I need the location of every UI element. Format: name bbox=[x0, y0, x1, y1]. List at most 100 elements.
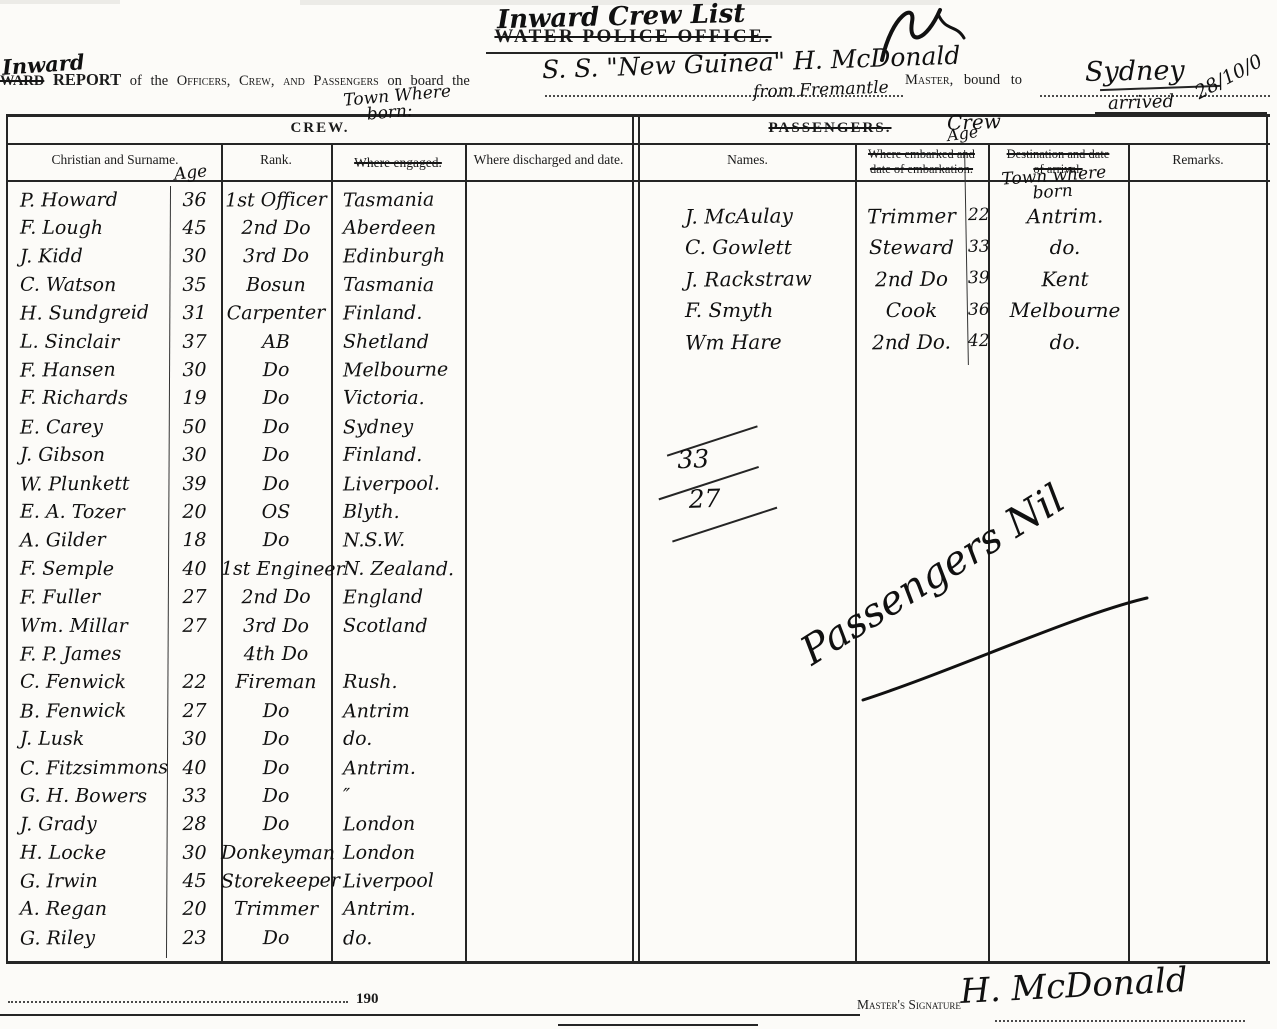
crew-name: F. Fuller bbox=[19, 586, 101, 609]
crew-rank: AB bbox=[262, 330, 290, 353]
crew-row: F. Richards 19 Do Victoria. bbox=[8, 385, 635, 413]
crew-row: H. Locke 30 Donkeyman London bbox=[8, 839, 635, 867]
office-title: WATER POLICE OFFICE. bbox=[494, 26, 772, 47]
pass-rule-embarked bbox=[855, 143, 857, 963]
crew-rank: Fireman bbox=[235, 671, 317, 694]
crew-name: C. Fitzsimmons bbox=[19, 755, 169, 780]
crew-row: F. P. James 4th Do bbox=[8, 640, 635, 668]
crew-birthplace: N. Zealand. bbox=[342, 557, 455, 581]
crew-row: J. Lusk 30 Do do. bbox=[8, 725, 635, 753]
crew-birthplace: Edinburgh bbox=[342, 245, 446, 268]
passenger-row: J. Rackstraw 2nd Do 39 Kent bbox=[640, 263, 1268, 295]
crew-name: F. Lough bbox=[19, 216, 104, 240]
crew-name: J. Lusk bbox=[19, 727, 85, 751]
pass-col-embarked-line2: date of embarkation. bbox=[869, 161, 974, 176]
crew-birthplace: N.S.W. bbox=[342, 529, 406, 552]
crew-rank: 4th Do bbox=[243, 642, 309, 666]
crew-rank: Do bbox=[262, 756, 290, 779]
crew-row: G. Riley 23 Do do. bbox=[8, 924, 635, 952]
crew-age: 30 bbox=[182, 841, 207, 864]
crew-age-note: Age bbox=[173, 161, 209, 185]
passengers-table-body: J. McAulay Trimmer 22 Antrim. C. Gowlett… bbox=[640, 200, 1268, 358]
crew-birthplace: London bbox=[342, 813, 416, 836]
crew-born-scrawl: Town Where born: bbox=[343, 81, 453, 125]
crew-birthplace: Finland. bbox=[342, 443, 423, 467]
crew-name: J. Kidd bbox=[19, 245, 83, 269]
crew-age: 27 bbox=[182, 586, 207, 609]
tally-annotation: 33 27 bbox=[646, 425, 779, 543]
passenger-name: Wm Hare bbox=[684, 329, 782, 355]
passenger-name: J. Rackstraw bbox=[684, 266, 812, 292]
crew-row: J. Gibson 30 Do Finland. bbox=[8, 442, 635, 470]
crew-row: G. H. Bowers 33 Do ″ bbox=[8, 782, 635, 810]
crew-age: 30 bbox=[182, 444, 207, 467]
crew-row: L. Sinclair 37 AB Shetland bbox=[8, 328, 635, 356]
of-the-text: of the bbox=[129, 73, 169, 89]
crew-row: F. Semple 40 1st Engineer N. Zealand. bbox=[8, 555, 635, 583]
crew-row: C. Fenwick 22 Fireman Rush. bbox=[8, 669, 635, 697]
crew-rank: Do bbox=[262, 444, 290, 467]
passenger-birthplace: do. bbox=[1049, 235, 1081, 260]
crew-age: 36 bbox=[182, 188, 207, 211]
crew-rule-engaged bbox=[331, 143, 333, 963]
footer-date-dotted-line bbox=[8, 1001, 348, 1003]
nil-underline-curve bbox=[861, 596, 1149, 702]
crew-name: F. Richards bbox=[19, 387, 128, 410]
passenger-rank: Cook bbox=[885, 298, 938, 323]
crew-name: W. Plunkett bbox=[19, 472, 130, 496]
crew-age: 23 bbox=[182, 926, 207, 949]
crew-name: A. Regan bbox=[19, 898, 108, 921]
crew-name: J. Grady bbox=[19, 813, 97, 836]
crew-row: B. Fenwick 27 Do Antrim bbox=[8, 697, 635, 725]
pass-rule-remarks bbox=[1128, 143, 1130, 963]
crew-row: E. Carey 50 Do Sydney bbox=[8, 413, 635, 441]
crew-name: A. Gilder bbox=[19, 529, 106, 552]
crew-rank: Do bbox=[262, 699, 290, 722]
tally-line-bottom bbox=[672, 506, 778, 543]
crew-row: Wm. Millar 27 3rd Do Scotland bbox=[8, 612, 635, 640]
report-word: REPORT bbox=[52, 70, 122, 89]
master-bound-line: Master, bound to bbox=[905, 72, 1022, 89]
office-underline bbox=[486, 52, 778, 54]
footer-rule bbox=[0, 1014, 860, 1016]
bound-to-text: bound to bbox=[963, 72, 1022, 88]
crew-age: 50 bbox=[182, 415, 207, 438]
crew-age: 37 bbox=[182, 330, 207, 353]
crew-rank: 1st Engineer bbox=[220, 557, 345, 581]
crew-rank: 1st Officer bbox=[225, 188, 327, 212]
pass-age-note: Age bbox=[945, 121, 980, 146]
crew-rule-discharged bbox=[465, 143, 467, 963]
pass-col-embarked: Where embarked and date of embarkation. bbox=[855, 147, 988, 177]
crew-age: 20 bbox=[182, 898, 207, 921]
crew-birthplace: England bbox=[342, 585, 424, 609]
passenger-rank: 2nd Do bbox=[874, 266, 949, 292]
crew-age: 27 bbox=[182, 699, 207, 722]
crew-name: F. P. James bbox=[19, 642, 122, 666]
crew-row: P. Howard 36 1st Officer Tasmania bbox=[8, 186, 635, 214]
crew-name: P. Howard bbox=[19, 188, 118, 212]
crew-age: 18 bbox=[182, 529, 207, 552]
crew-row: W. Plunkett 39 Do Liverpool. bbox=[8, 470, 635, 498]
destination-handwritten: Sydney bbox=[1084, 55, 1185, 88]
crew-rank: Trimmer bbox=[233, 898, 319, 921]
destination-dotted-line bbox=[1040, 95, 1270, 97]
crew-birthplace: London bbox=[342, 841, 416, 864]
crew-birthplace: Shetland bbox=[342, 330, 429, 353]
passenger-name: F. Smyth bbox=[685, 298, 774, 323]
crew-age: 30 bbox=[182, 245, 207, 268]
passenger-rank: Trimmer bbox=[867, 203, 956, 229]
pass-born-scrawl: Town where born bbox=[1001, 162, 1108, 204]
pass-col-names: Names. bbox=[727, 152, 768, 167]
signature-dotted-line bbox=[995, 1020, 1245, 1022]
crew-age: 27 bbox=[182, 614, 207, 637]
crew-row: F. Lough 45 2nd Do Aberdeen bbox=[8, 214, 635, 242]
crew-row: A. Regan 20 Trimmer Antrim. bbox=[8, 896, 635, 924]
pass-rule-destination bbox=[988, 143, 990, 963]
on-board-text: on board the bbox=[387, 73, 470, 89]
crew-name: G. Irwin bbox=[19, 869, 98, 893]
crew-birthplace: Blyth. bbox=[342, 500, 400, 523]
crew-age: 31 bbox=[182, 302, 207, 325]
scan-smudge bbox=[0, 0, 120, 4]
crew-name: B. Fenwick bbox=[19, 699, 127, 723]
